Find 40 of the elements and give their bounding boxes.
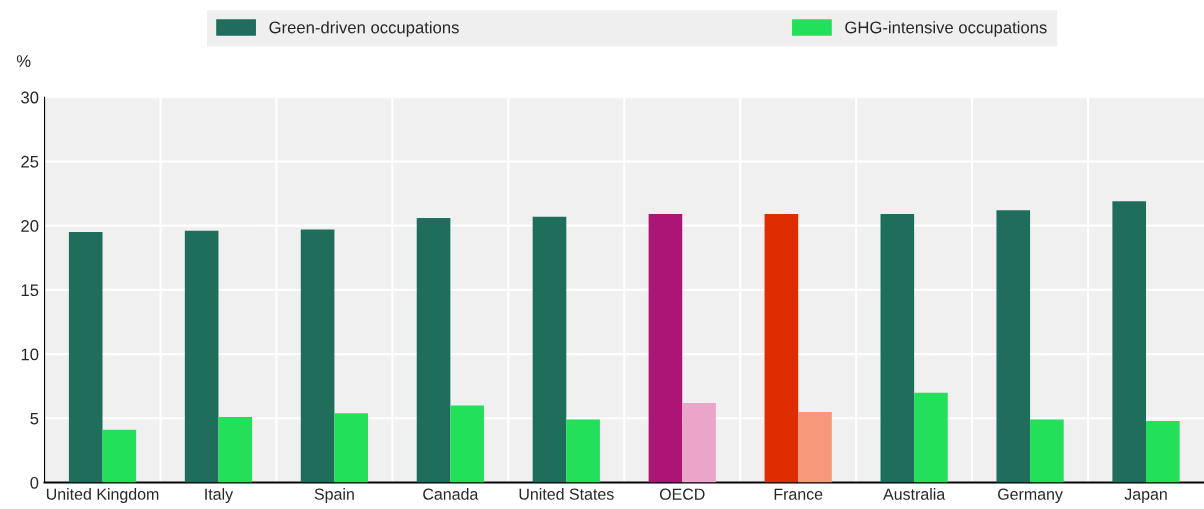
x-tick-label: Italy	[205, 488, 234, 503]
bar	[648, 214, 683, 483]
x-tick-label: Canada	[423, 488, 479, 500]
y-tick-label: 30	[21, 91, 39, 104]
x-tick-label: Australia	[883, 488, 946, 500]
bar	[416, 217, 451, 483]
bar	[798, 411, 832, 483]
bar	[566, 419, 600, 483]
bar	[450, 405, 484, 483]
bar	[334, 413, 369, 483]
y-tick-label: 0	[30, 476, 39, 489]
x-tick-label: Germany	[998, 488, 1063, 503]
bar	[1112, 201, 1147, 483]
legend-label: GHG-intensive occupations	[845, 21, 1047, 37]
y-tick-label: 5	[30, 412, 39, 425]
y-tick-label: 25	[21, 155, 39, 168]
x-tick-label: OECD	[659, 488, 705, 500]
bar	[1146, 420, 1180, 483]
x-tick-label: Japan	[1124, 488, 1167, 503]
x-tick-label: United States	[519, 488, 614, 500]
x-tick-label: France	[774, 488, 823, 500]
bar	[764, 214, 799, 483]
y-axis-title: %	[16, 55, 31, 67]
bar	[532, 216, 567, 483]
bar	[914, 392, 948, 483]
y-tick-label: 15	[21, 284, 39, 297]
x-tick-label: United Kingdom	[46, 488, 159, 503]
bar	[682, 402, 716, 483]
bar	[996, 210, 1031, 483]
bar	[1030, 419, 1064, 483]
x-tick-label: Spain	[314, 488, 354, 503]
legend-label: Green-driven occupations	[269, 21, 459, 37]
bar	[218, 417, 253, 483]
y-tick-label: 10	[21, 348, 39, 361]
y-tick-label: 20	[21, 220, 39, 232]
bar	[880, 214, 915, 483]
bar	[68, 232, 103, 483]
bar	[300, 229, 335, 483]
bar	[102, 429, 137, 483]
bar	[184, 230, 219, 483]
